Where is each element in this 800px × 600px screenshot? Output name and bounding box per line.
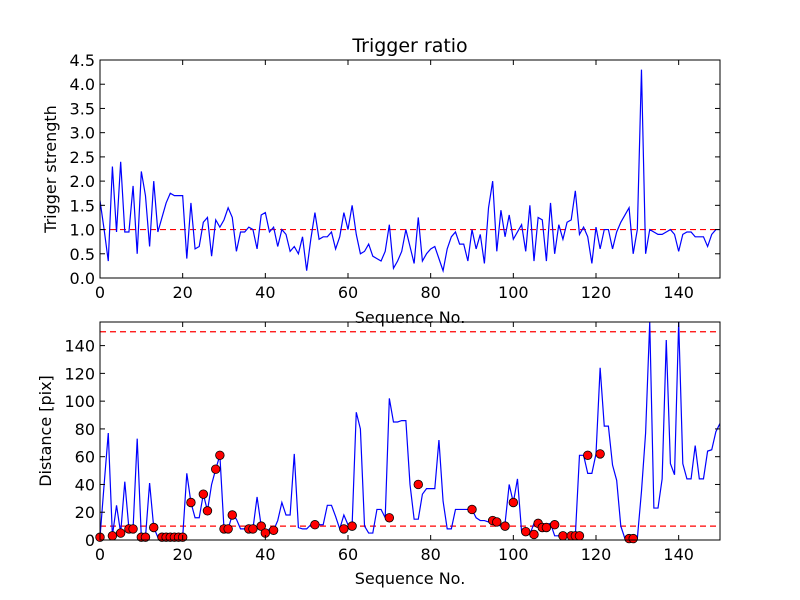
- chart1-xtick-label: 20: [172, 283, 192, 302]
- chart2-marker-point: [248, 524, 258, 534]
- chart2-marker-point: [467, 504, 477, 515]
- chart2-xtick-label: 100: [498, 545, 529, 564]
- chart2-marker-point: [128, 524, 138, 534]
- chart2-xtick-label: 0: [95, 545, 105, 564]
- chart2-marker-point: [529, 529, 539, 540]
- chart2-ytick-label: 120: [64, 364, 95, 383]
- chart2-marker-point: [574, 531, 585, 541]
- chart2-marker-point: [198, 489, 209, 499]
- chart2-marker-point: [149, 522, 159, 533]
- chart1-xlabel: Sequence No.: [355, 308, 466, 327]
- chart1-xtick-label: 60: [338, 283, 358, 302]
- chart2-ytick-label: 20: [75, 503, 95, 522]
- chart2-marker-point: [541, 522, 552, 533]
- distance-chart: Sequence No. Distance [pix] 0 20 40 60 80 100…: [36, 321, 721, 588]
- chart2-xtick-label: 120: [581, 545, 612, 564]
- chart1-ytick-label: 1.5: [70, 196, 95, 215]
- chart2-xtick-label: 80: [420, 545, 440, 564]
- chart1-ytick-label: 2.5: [70, 148, 95, 167]
- chart1-series-line-0: [100, 69, 720, 274]
- chart2-marker-point: [215, 450, 225, 460]
- chart1-ytick-label: 0.5: [70, 245, 95, 264]
- chart1-ytick-label: 3.5: [70, 99, 95, 118]
- chart2-marker-point: [223, 524, 233, 534]
- chart2-marker-point: [558, 531, 568, 541]
- chart1-xtick-label: 120: [581, 283, 612, 302]
- chart2-marker-point: [549, 520, 560, 530]
- chart2-marker-point: [347, 521, 357, 531]
- chart2-xtick-label: 20: [172, 545, 192, 564]
- chart1-ytick-label: 2.0: [70, 172, 95, 191]
- trigger-ratio-chart: Trigger ratio Sequence No. Trigger stren…: [41, 35, 721, 327]
- chart2-marker-point: [310, 520, 320, 530]
- chart1-ytick-label: 0.0: [70, 269, 95, 288]
- chart1-ytick-label: 1.0: [70, 221, 95, 240]
- chart2-marker-point: [186, 497, 196, 508]
- chart2-ytick-label: 100: [64, 392, 95, 411]
- chart2-xtick-label: 140: [663, 545, 694, 564]
- chart2-axes-frame: [99, 321, 721, 541]
- chart2-ytick-label: 40: [75, 475, 95, 494]
- chart2-marker-point: [492, 517, 502, 527]
- chart2-marker-point: [583, 450, 593, 460]
- chart1-ytick-label: 4.5: [70, 51, 95, 70]
- chart2-ytick-label: 60: [75, 448, 95, 467]
- chart2-marker-point: [202, 506, 213, 516]
- chart2-marker-point: [227, 510, 237, 520]
- chart2-marker-point: [339, 524, 349, 534]
- chart2-marker-point: [115, 528, 126, 538]
- chart2-ytick-label: 140: [64, 337, 95, 356]
- chart2-ylabel: Distance [pix]: [36, 375, 55, 487]
- chart1-axes-frame: [99, 59, 721, 279]
- chart1-xtick-label: 0: [95, 283, 105, 302]
- chart2-marker-point: [268, 525, 279, 535]
- chart1-xtick-label: 80: [420, 283, 440, 302]
- chart1-xtick-label: 140: [663, 283, 694, 302]
- chart2-xtick-label: 60: [338, 545, 358, 564]
- chart2-marker-point: [508, 497, 519, 508]
- chart2-marker-point: [628, 533, 638, 544]
- chart1-ytick-label: 3.0: [70, 124, 95, 143]
- chart2-marker-point: [211, 464, 221, 474]
- chart2-marker-point: [413, 479, 423, 490]
- chart2-ytick-label: 80: [75, 420, 95, 439]
- chart2-xlabel: Sequence No.: [355, 569, 466, 588]
- chart2-marker-point: [140, 532, 151, 542]
- chart1-ytick-label: 4.0: [70, 75, 95, 94]
- chart2-ytick-label: 0: [85, 531, 95, 550]
- chart2-marker-point: [107, 531, 118, 541]
- chart1-title: Trigger ratio: [351, 35, 467, 57]
- chart1-xtick-label: 40: [255, 283, 275, 302]
- chart2-marker-point: [500, 521, 510, 531]
- chart2-marker-point: [256, 521, 266, 531]
- chart2-marker-point: [384, 513, 395, 523]
- chart2-xtick-label: 40: [255, 545, 275, 564]
- chart2-marker-point: [595, 449, 605, 459]
- chart1-xtick-label: 100: [498, 283, 529, 302]
- chart1-ylabel: Trigger strength: [41, 105, 60, 234]
- chart2-marker-point: [521, 526, 531, 537]
